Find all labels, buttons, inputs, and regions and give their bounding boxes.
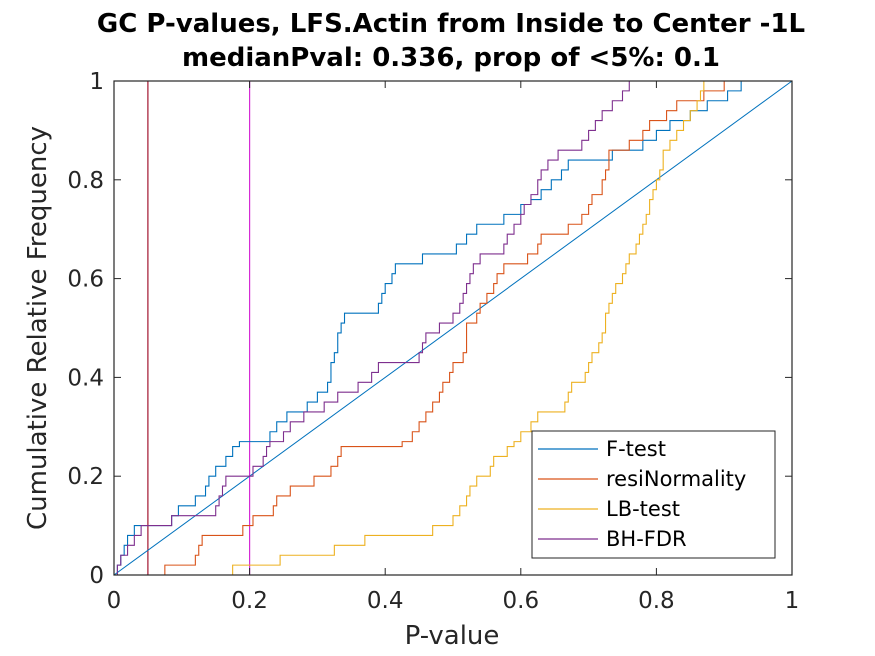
y-tick-label: 0.4 <box>67 365 104 391</box>
y-axis-label: Cumulative Relative Frequency <box>23 126 53 530</box>
y-tick-label: 0.8 <box>67 168 104 194</box>
x-tick-label: 0.8 <box>638 588 675 614</box>
chart-subtitle: medianPval: 0.336, prop of <5%: 0.1 <box>182 43 720 73</box>
chart-title: GC P-values, LFS.Actin from Inside to Ce… <box>97 9 805 39</box>
x-tick-label: 0.6 <box>503 588 540 614</box>
series-line-bh-fdr <box>114 80 792 576</box>
legend-label: LB-test <box>606 497 680 521</box>
y-tick-label: 0.6 <box>67 267 104 293</box>
series-line-lb-test <box>114 80 792 576</box>
legend-label: F-test <box>606 437 666 461</box>
series-line-resinormality <box>114 80 792 576</box>
x-tick-label: 0.4 <box>367 588 404 614</box>
series-line-f-test <box>114 80 792 576</box>
y-tick-label: 0 <box>89 563 104 589</box>
x-tick-label: 0 <box>107 588 122 614</box>
plot-area <box>113 80 793 576</box>
legend-box <box>531 430 776 559</box>
tick-labels: 0 0.2 0.4 0.6 0.8 1 0 0.2 0.4 0.6 0.8 1 <box>67 69 799 614</box>
x-tick-label: 1 <box>785 588 800 614</box>
y-tick-label: 1 <box>89 69 104 95</box>
legend[interactable]: F-test resiNormality LB-test BH-FDR <box>531 430 776 559</box>
y-tick-label: 0.2 <box>67 464 104 490</box>
legend-label: resiNormality <box>606 467 746 491</box>
axes-box <box>113 80 793 576</box>
legend-label: BH-FDR <box>606 527 687 551</box>
x-tick-label: 0.2 <box>231 588 268 614</box>
x-axis-label: P-value <box>405 621 500 651</box>
reference-diagonal-line <box>113 80 793 576</box>
